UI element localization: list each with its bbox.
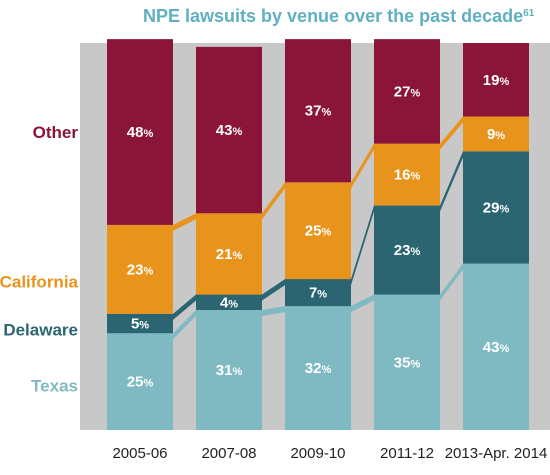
label-texas-2011-12: 35% [394, 354, 421, 371]
chart-title-footnote: 61 [523, 8, 535, 19]
bar-california-2005-06 [107, 224, 173, 314]
connector-delaware-2 [262, 279, 285, 301]
legend: Texas Delaware California Other [0, 123, 79, 395]
label-texas-2005-06: 25% [127, 374, 154, 391]
bar-texas-2009-10 [285, 306, 351, 430]
label-texas-2013-apr-2014: 43% [483, 339, 510, 356]
label-california-2011-12: 16% [394, 167, 421, 184]
label-california-2013-apr-2014: 9% [487, 126, 505, 143]
label-california-2005-06: 23% [127, 261, 154, 278]
bar-texas-2007-08 [196, 310, 262, 430]
chart-title: NPE lawsuits by venue over the past deca… [143, 6, 535, 26]
bar-other-2005-06 [107, 39, 173, 225]
bar-california-2007-08 [196, 213, 262, 295]
bar-delaware-2009-10 [285, 279, 351, 307]
bar-texas-2005-06 [107, 333, 173, 430]
connector-california-3 [351, 143, 374, 189]
category-label-2011-12: 2011-12 [380, 445, 434, 462]
bar-other-2011-12 [374, 39, 440, 144]
bar-delaware-2013-apr-2014 [463, 151, 529, 264]
chart-title-text: NPE lawsuits by venue over the past deca… [143, 6, 523, 26]
label-delaware-2011-12: 23% [394, 242, 421, 259]
legend-california: California [0, 272, 79, 291]
bar-other-2007-08 [196, 46, 262, 214]
bar-california-2009-10 [285, 182, 351, 280]
label-other-2011-12: 27% [394, 83, 421, 100]
category-label-2013-apr-2014: 2013-Apr. 2014 [445, 445, 548, 462]
bar-other-2013-apr-2014 [463, 43, 529, 117]
label-delaware-2005-06: 5% [131, 316, 149, 333]
connector-texas-2 [262, 306, 285, 317]
bar-delaware-2007-08 [196, 294, 262, 311]
connector-delaware-1 [173, 294, 196, 320]
segment-labels: 25% 31% 32% 35% 43% 5% 4% 7% 23% 29% 23% 21% 25% 16% 9… [127, 72, 510, 391]
category-label-2007-08: 2007-08 [201, 445, 256, 462]
label-delaware-2009-10: 7% [309, 285, 327, 302]
connector-california-2 [262, 182, 285, 220]
label-delaware-2007-08: 4% [220, 294, 238, 311]
legend-other: Other [33, 123, 79, 142]
bar-other-2009-10 [285, 39, 351, 183]
label-texas-2007-08: 31% [216, 362, 243, 379]
category-label-2009-10: 2009-10 [290, 445, 345, 462]
label-california-2009-10: 25% [305, 223, 332, 240]
connector-delaware-4 [440, 151, 463, 212]
connector-texas-4 [440, 263, 463, 301]
label-california-2007-08: 21% [216, 246, 243, 263]
label-other-2007-08: 43% [216, 122, 243, 139]
bar-california-2011-12 [374, 143, 440, 206]
bar-delaware-2011-12 [374, 205, 440, 295]
connector-texas-1 [173, 310, 196, 340]
bar-texas-2013-apr-2014 [463, 263, 529, 430]
series-connectors [173, 116, 463, 340]
connector-texas-3 [351, 294, 374, 313]
label-other-2009-10: 37% [305, 103, 332, 120]
label-other-2013-apr-2014: 19% [483, 72, 510, 89]
connector-california-4 [440, 116, 463, 150]
legend-texas: Texas [31, 376, 78, 395]
connector-delaware-3 [351, 205, 374, 286]
connector-california-1 [173, 213, 196, 231]
bar-segments [107, 39, 529, 430]
legend-delaware: Delaware [3, 320, 78, 339]
label-texas-2009-10: 32% [305, 360, 332, 377]
bar-texas-2011-12 [374, 294, 440, 430]
bar-delaware-2005-06 [107, 313, 173, 334]
label-delaware-2013-apr-2014: 29% [483, 199, 510, 216]
bar-california-2013-apr-2014 [463, 116, 529, 152]
category-label-2005-06: 2005-06 [112, 445, 167, 462]
label-other-2005-06: 48% [127, 124, 154, 141]
category-labels: 2005-06 2007-08 2009-10 2011-12 2013-Apr. 20… [112, 445, 547, 462]
